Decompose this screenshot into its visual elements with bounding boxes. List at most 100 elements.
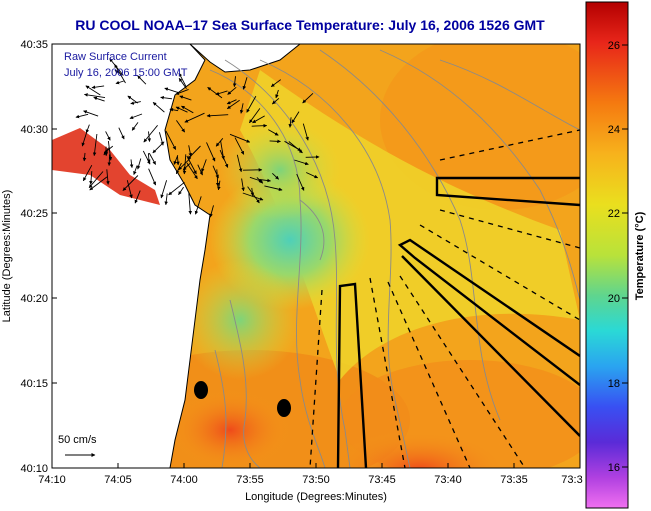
current-vector — [194, 196, 202, 215]
lat-tick-label: 40:35 — [20, 39, 48, 51]
warm-region-east — [380, 44, 580, 210]
current-vector — [82, 164, 93, 182]
current-vector — [246, 95, 257, 113]
lat-tick-label: 40:15 — [20, 378, 48, 390]
cool-core-south — [180, 260, 300, 380]
mooring-site-east — [277, 399, 291, 417]
lon-tick-label: 73:50 — [302, 474, 330, 486]
current-vector — [152, 141, 165, 154]
current-legend-time: July 16, 2006 15:00 GMT — [64, 67, 188, 79]
current-vector — [165, 130, 177, 150]
current-vector — [227, 86, 237, 95]
current-vector — [268, 129, 279, 136]
colorbar-title: Temperature (°C) — [634, 211, 646, 300]
current-vector — [118, 127, 125, 140]
current-vector — [169, 108, 179, 112]
current-vector — [201, 159, 207, 173]
current-vector — [160, 180, 168, 199]
current-vector — [215, 169, 220, 187]
current-vector — [252, 115, 265, 124]
current-vector — [130, 101, 141, 105]
lat-tick-label: 40:10 — [20, 463, 48, 475]
current-vector — [250, 187, 255, 197]
current-vector — [136, 158, 142, 170]
current-vector — [284, 140, 302, 152]
current-vector — [89, 171, 93, 185]
current-vector — [107, 154, 112, 166]
current-vector — [178, 72, 187, 88]
current-vector — [302, 92, 314, 104]
colorbar-tick-label: 16 — [608, 462, 620, 474]
red-patch-se — [330, 430, 510, 468]
current-vector — [264, 185, 283, 192]
current-vector — [178, 186, 184, 195]
current-vector — [294, 159, 309, 166]
current-vector — [207, 86, 223, 99]
current-vector — [85, 124, 90, 134]
current-vector — [269, 139, 281, 144]
current-vector — [175, 106, 188, 113]
current-vector — [109, 58, 124, 76]
current-vector — [187, 145, 201, 160]
current-vector — [82, 152, 87, 162]
current-vector — [178, 78, 187, 90]
lon-tick-label: 73:40 — [434, 474, 462, 486]
current-vector — [288, 117, 293, 128]
x-axis-tick-labels: 74:10 74:05 74:00 73:55 73:50 73:45 73:4… — [38, 474, 582, 486]
current-vector — [182, 154, 187, 175]
y-axis-ticks — [52, 43, 57, 469]
x-axis-label: Longitude (Degrees:Minutes) — [245, 491, 387, 503]
current-vector — [209, 205, 214, 218]
current-vector — [272, 97, 280, 105]
current-vector — [234, 137, 245, 155]
lon-tick-label: 73:55 — [236, 474, 264, 486]
current-vector — [147, 153, 151, 163]
colorbar-tick-label: 18 — [608, 378, 620, 390]
current-vector — [302, 123, 309, 141]
current-vector — [271, 172, 280, 180]
current-vector — [168, 181, 185, 196]
current-vector — [152, 101, 165, 113]
current-vector — [148, 168, 157, 186]
lon-tick-label: 74:00 — [170, 474, 198, 486]
lon-tick-label: 73:45 — [368, 474, 396, 486]
red-patch-coast — [170, 390, 290, 468]
current-vector — [91, 85, 105, 90]
current-vector — [275, 89, 279, 99]
current-vector — [186, 162, 198, 180]
current-vector — [175, 88, 189, 95]
current-vector — [129, 159, 134, 169]
current-vector — [148, 152, 156, 165]
current-vector — [179, 95, 192, 101]
current-legend-title: Raw Surface Current — [64, 51, 167, 63]
current-vector — [143, 125, 158, 143]
current-vector — [227, 99, 240, 110]
lon-tick-label: 73:3 — [561, 474, 582, 486]
current-vector — [160, 95, 173, 100]
land-mass-north — [189, 44, 301, 73]
colorbar-tick-label: 24 — [608, 124, 620, 136]
current-vector — [92, 133, 98, 157]
current-vector — [83, 110, 99, 117]
map-panel — [52, 44, 580, 468]
current-vector — [181, 105, 194, 114]
current-vector — [173, 155, 179, 165]
current-vector — [188, 145, 193, 157]
current-vector — [249, 176, 263, 183]
current-vector — [229, 133, 251, 143]
current-vector — [122, 175, 139, 191]
current-vector — [296, 173, 305, 191]
current-vector — [133, 165, 138, 175]
current-vector — [215, 90, 228, 96]
cool-core-north — [220, 120, 340, 220]
current-vector — [107, 140, 113, 161]
colorbar: 26 24 22 20 18 16 Temperature (°C) — [585, 1, 646, 509]
current-vector — [197, 164, 203, 176]
y-axis-tick-labels: 40:35 40:30 40:25 40:20 40:15 40:10 — [20, 39, 48, 475]
figure-title: RU COOL NOAA–17 Sea Surface Temperature:… — [75, 17, 545, 33]
current-vector — [270, 79, 281, 88]
current-vector — [93, 96, 105, 102]
current-vector — [176, 120, 186, 133]
lon-tick-label: 73:35 — [500, 474, 528, 486]
survey-lines-dashed — [309, 129, 580, 468]
